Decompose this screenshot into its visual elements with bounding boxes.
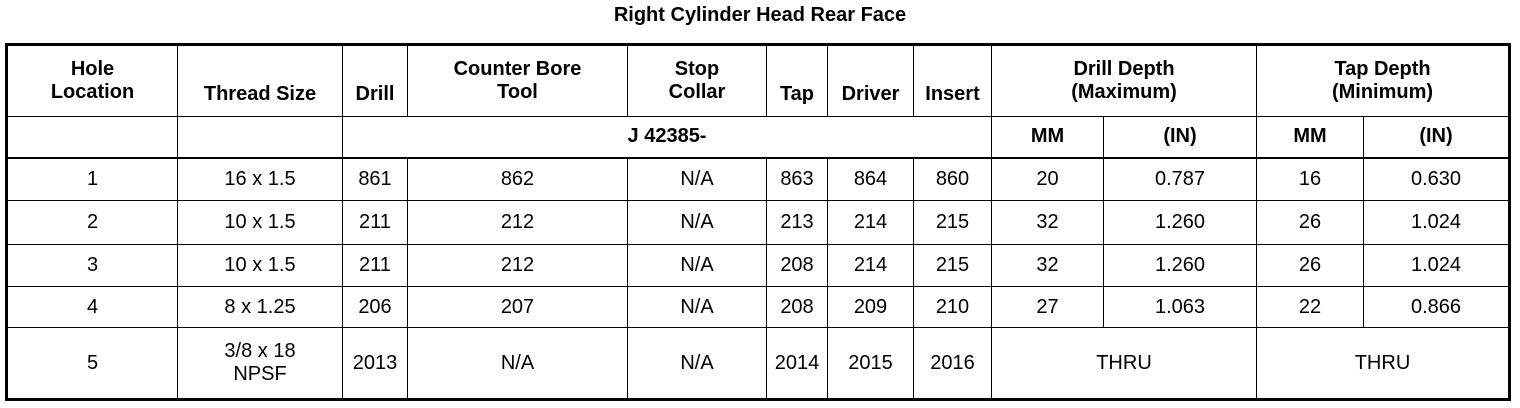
- table-title: Right Cylinder Head Rear Face: [613, 4, 907, 26]
- header-thread-size: Thread Size: [177, 44, 343, 117]
- header-stop-collar: Stop Collar: [627, 44, 767, 117]
- hole-cell: 4: [6, 286, 178, 328]
- subheader-row: J 42385- MM (IN) MM (IN): [6, 116, 1510, 159]
- thread-cell: 3/8 x 18 NPSF: [177, 327, 343, 400]
- tap-in-cell: 0.630: [1363, 157, 1510, 201]
- hole-cell: 3: [6, 244, 178, 287]
- counter-bore-cell: 212: [407, 244, 628, 287]
- drill-cell: 211: [342, 244, 408, 287]
- empty-cell: [6, 116, 178, 159]
- tap-mm-cell: 26: [1256, 200, 1364, 245]
- tap-mm-cell: 22: [1256, 286, 1364, 328]
- stop-collar-cell: N/A: [627, 286, 767, 328]
- drill-in-header: (IN): [1103, 116, 1257, 159]
- stop-collar-cell: N/A: [627, 327, 767, 400]
- drill-mm-cell: 27: [991, 286, 1104, 328]
- hole-cell: 1: [6, 157, 178, 201]
- stop-collar-cell: N/A: [627, 200, 767, 245]
- drill-cell: 206: [342, 286, 408, 328]
- tap-in-cell: 1.024: [1363, 244, 1510, 287]
- drill-mm-cell: 32: [991, 244, 1104, 287]
- driver-cell: 2015: [827, 327, 914, 400]
- table-body: 1 16 x 1.5 861 862 N/A 863 864 860 20 0.787 16 0.63…: [6, 157, 1510, 328]
- thread-cell: 16 x 1.5: [177, 157, 343, 201]
- drill-in-cell: 1.063: [1103, 286, 1257, 328]
- drill-depth-cell: THRU: [991, 327, 1257, 400]
- stop-collar-cell: N/A: [627, 157, 767, 201]
- tap-cell: 863: [766, 157, 828, 201]
- tap-cell: 208: [766, 244, 828, 287]
- tap-in-header: (IN): [1363, 116, 1510, 159]
- header-counter-bore-tool: Counter Bore Tool: [407, 44, 628, 117]
- header-drill-depth: Drill Depth (Maximum): [991, 44, 1257, 117]
- drill-in-cell: 1.260: [1103, 244, 1257, 287]
- counter-bore-cell: 212: [407, 200, 628, 245]
- header-tap-depth: Tap Depth (Minimum): [1256, 44, 1510, 117]
- drill-cell: 211: [342, 200, 408, 245]
- drill-cell: 2013: [342, 327, 408, 400]
- table-row: 3 10 x 1.5 211 212 N/A 208 214 215 32 1.260 26 1.02…: [6, 244, 1510, 287]
- driver-cell: 214: [827, 200, 914, 245]
- table-row: 5 3/8 x 18 NPSF 2013 N/A N/A 2014 2015 20…: [6, 327, 1510, 400]
- thread-cell: 10 x 1.5: [177, 244, 343, 287]
- table-row: 2 10 x 1.5 211 212 N/A 213 214 215 32 1.260 26 1.02…: [6, 200, 1510, 245]
- drill-mm-cell: 32: [991, 200, 1104, 245]
- tap-mm-header: MM: [1256, 116, 1364, 159]
- header-drill: Drill: [342, 44, 408, 117]
- tool-prefix: J 42385-: [342, 116, 992, 159]
- hole-cell: 5: [6, 327, 178, 400]
- insert-cell: 215: [913, 244, 992, 287]
- insert-cell: 210: [913, 286, 992, 328]
- thread-cell: 8 x 1.25: [177, 286, 343, 328]
- thread-cell: 10 x 1.5: [177, 200, 343, 245]
- header-driver: Driver: [827, 44, 914, 117]
- header-tap: Tap: [766, 44, 828, 117]
- tap-in-cell: 1.024: [1363, 200, 1510, 245]
- driver-cell: 209: [827, 286, 914, 328]
- tap-in-cell: 0.866: [1363, 286, 1510, 328]
- tool-table: Hole Location Thread Size Drill Counter B…: [5, 43, 1511, 401]
- tap-depth-cell: THRU: [1256, 327, 1510, 400]
- table-row: 1 16 x 1.5 861 862 N/A 863 864 860 20 0.787 16 0.63…: [6, 157, 1510, 201]
- tap-mm-cell: 16: [1256, 157, 1364, 201]
- counter-bore-cell: N/A: [407, 327, 628, 400]
- counter-bore-cell: 207: [407, 286, 628, 328]
- driver-cell: 864: [827, 157, 914, 201]
- header-insert: Insert: [913, 44, 992, 117]
- empty-cell: [177, 116, 343, 159]
- drill-mm-header: MM: [991, 116, 1104, 159]
- tap-mm-cell: 26: [1256, 244, 1364, 287]
- drill-mm-cell: 20: [991, 157, 1104, 201]
- drill-in-cell: 0.787: [1103, 157, 1257, 201]
- drill-cell: 861: [342, 157, 408, 201]
- drill-in-cell: 1.260: [1103, 200, 1257, 245]
- insert-cell: 2016: [913, 327, 992, 400]
- hole-cell: 2: [6, 200, 178, 245]
- tap-cell: 2014: [766, 327, 828, 400]
- insert-cell: 215: [913, 200, 992, 245]
- tap-cell: 213: [766, 200, 828, 245]
- header-row: Hole Location Thread Size Drill Counter B…: [6, 44, 1510, 117]
- counter-bore-cell: 862: [407, 157, 628, 201]
- driver-cell: 214: [827, 244, 914, 287]
- tap-cell: 208: [766, 286, 828, 328]
- stop-collar-cell: N/A: [627, 244, 767, 287]
- insert-cell: 860: [913, 157, 992, 201]
- header-hole-location: Hole Location: [6, 44, 178, 117]
